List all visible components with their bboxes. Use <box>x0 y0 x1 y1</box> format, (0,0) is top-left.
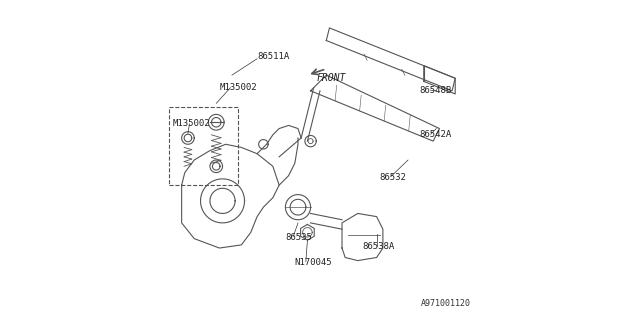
Text: A971001120: A971001120 <box>421 299 471 308</box>
Text: M135002: M135002 <box>220 83 258 92</box>
Text: M135002: M135002 <box>172 119 210 128</box>
Text: 86532: 86532 <box>380 173 406 182</box>
Text: 86548B: 86548B <box>419 86 451 95</box>
Text: 86511A: 86511A <box>257 52 289 61</box>
Text: N170045: N170045 <box>295 258 332 267</box>
Text: 86542A: 86542A <box>419 130 451 139</box>
Text: 86538A: 86538A <box>362 242 395 251</box>
Text: 86535: 86535 <box>285 233 312 242</box>
Text: FRONT: FRONT <box>317 73 346 83</box>
